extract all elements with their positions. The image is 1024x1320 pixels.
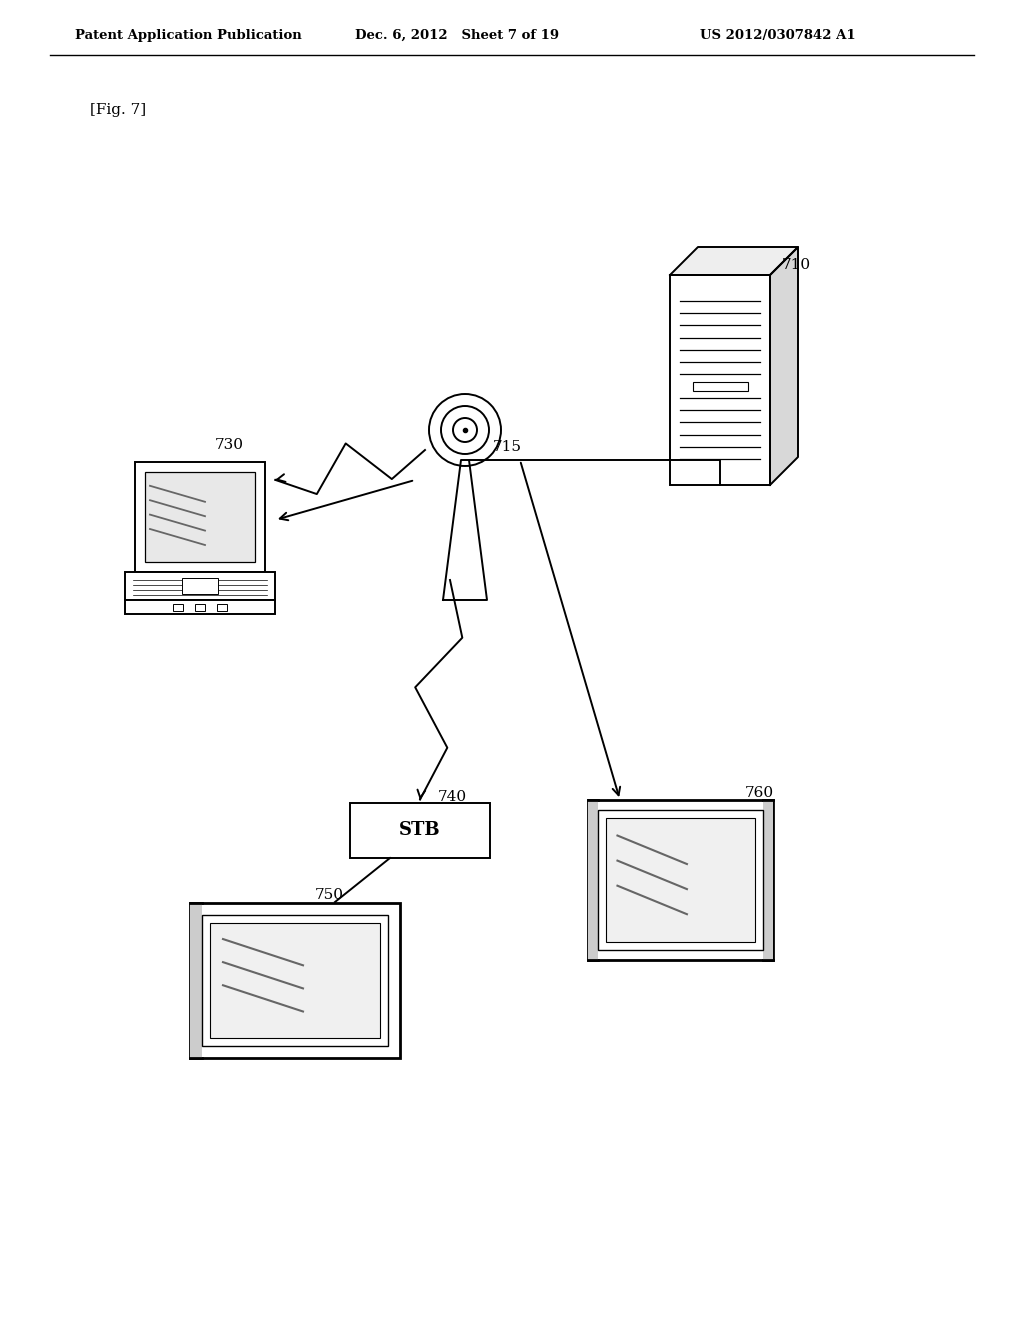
Bar: [125, 572, 275, 601]
Bar: [145, 473, 255, 562]
Bar: [173, 605, 183, 611]
Polygon shape: [670, 247, 798, 275]
Bar: [597, 810, 763, 950]
Text: 715: 715: [493, 440, 522, 454]
Bar: [125, 601, 275, 614]
Polygon shape: [443, 459, 487, 601]
Bar: [195, 605, 205, 611]
Bar: [202, 915, 388, 1045]
Bar: [190, 903, 400, 1057]
Bar: [190, 903, 202, 1057]
Text: [Fig. 7]: [Fig. 7]: [90, 103, 146, 117]
Text: Patent Application Publication: Patent Application Publication: [75, 29, 302, 41]
Bar: [588, 800, 597, 960]
Text: US 2012/0307842 A1: US 2012/0307842 A1: [700, 29, 856, 41]
Bar: [692, 381, 748, 391]
Text: 710: 710: [782, 257, 811, 272]
Bar: [670, 275, 770, 484]
Text: STB: STB: [399, 821, 440, 840]
Text: Dec. 6, 2012   Sheet 7 of 19: Dec. 6, 2012 Sheet 7 of 19: [355, 29, 559, 41]
Bar: [135, 462, 265, 572]
Bar: [605, 818, 755, 942]
Bar: [217, 605, 227, 611]
Text: 750: 750: [315, 888, 344, 902]
Text: 730: 730: [215, 438, 244, 451]
Bar: [763, 800, 772, 960]
Bar: [588, 800, 772, 960]
Text: 760: 760: [745, 785, 774, 800]
Text: 740: 740: [438, 789, 467, 804]
Bar: [210, 923, 380, 1038]
Polygon shape: [770, 247, 798, 484]
Bar: [350, 803, 490, 858]
Bar: [182, 578, 218, 594]
